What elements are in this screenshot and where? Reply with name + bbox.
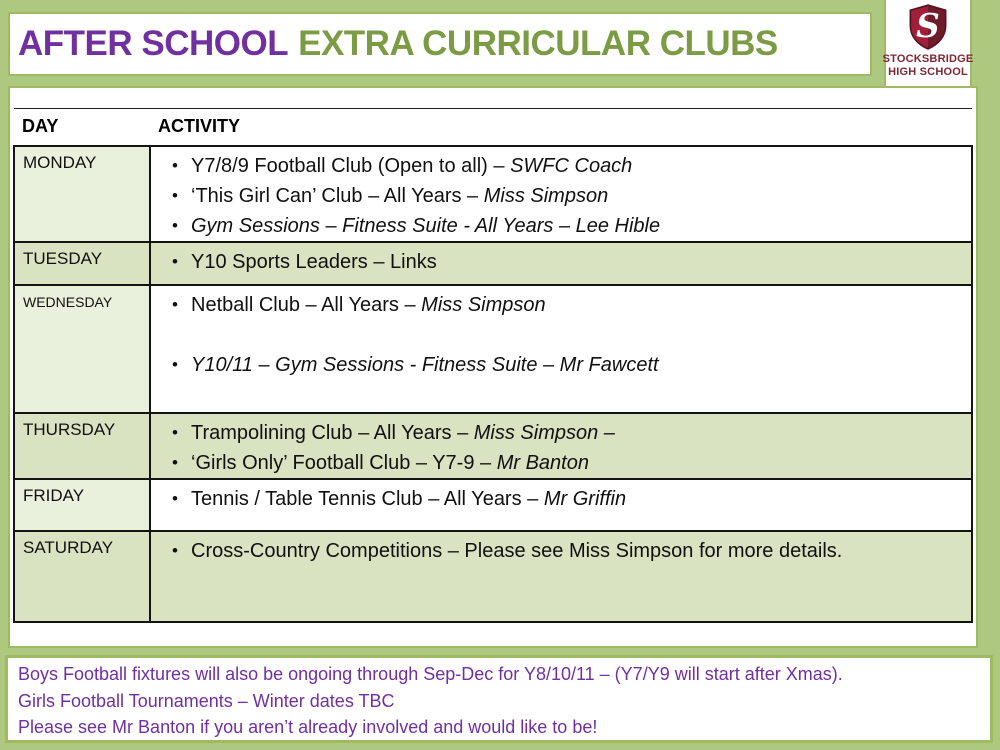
activity-cell: • Cross-Country Competitions – Please see…	[149, 529, 973, 623]
clubs-panel: DAY ACTIVITY MONDAY • Y7/8/9 Football Club…	[8, 86, 978, 648]
activity-item: • Y7/8/9 Football Club (Open to all) – SW…	[151, 151, 965, 181]
activity-item: • Tennis / Table Tennis Club – All Years …	[151, 484, 965, 514]
activity-text: Y10 Sports Leaders – Links	[191, 250, 437, 273]
day-cell: MONDAY	[13, 144, 151, 243]
activity-item: • Cross-Country Competitions – Please see…	[151, 536, 965, 566]
table-header-row: DAY ACTIVITY	[14, 108, 972, 146]
activity-item: • ‘This Girl Can’ Club – All Years – Miss…	[151, 181, 965, 211]
activity-cell: • Tennis / Table Tennis Club – All Years …	[149, 477, 973, 532]
page-title-part1: AFTER SCHOOL	[18, 24, 289, 63]
activity-cell: • Netball Club – All Years – Miss Simpson…	[149, 283, 973, 414]
activity-item: • Trampolining Club – All Years – Miss Si…	[151, 418, 965, 448]
activity-item: • Y10/11 – Gym Sessions - Fitness Suite –…	[151, 350, 965, 380]
bullet-icon: •	[172, 155, 178, 175]
activity-cell: • Y10 Sports Leaders – Links	[149, 240, 973, 286]
day-cell: FRIDAY	[13, 477, 151, 532]
activity-text: Netball Club – All Years – Miss Simpson	[191, 293, 546, 316]
school-logo: S STOCKSBRIDGE HIGH SCHOOL	[883, 0, 974, 92]
clubs-table: DAY ACTIVITY MONDAY • Y7/8/9 Football Club…	[13, 108, 973, 623]
bullet-icon: •	[172, 452, 178, 472]
footer-line: Please see Mr Banton if you aren’t alrea…	[18, 717, 598, 737]
table-row: TUESDAY • Y10 Sports Leaders – Links	[13, 240, 973, 286]
bullet-icon: •	[172, 185, 178, 205]
school-name-line1: STOCKSBRIDGE	[882, 53, 974, 65]
footer-line: Boys Football fixtures will also be ongo…	[18, 664, 843, 684]
day-cell: TUESDAY	[13, 240, 151, 286]
bullet-icon: •	[172, 540, 178, 560]
activity-text: ‘Girls Only’ Football Club – Y7-9 – Mr B…	[191, 451, 589, 474]
day-cell: THURSDAY	[13, 411, 151, 480]
shield-icon: S	[909, 4, 947, 50]
bullet-icon: •	[172, 294, 178, 314]
bullet-icon: •	[172, 354, 178, 374]
school-name: STOCKSBRIDGE HIGH SCHOOL	[883, 53, 974, 79]
activity-text: Y7/8/9 Football Club (Open to all) – SWF…	[191, 154, 633, 177]
day-cell: WEDNESDAY	[13, 283, 151, 414]
activity-text: ‘This Girl Can’ Club – All Years – Miss …	[191, 184, 609, 207]
activity-text: Y10/11 – Gym Sessions - Fitness Suite – …	[191, 353, 659, 376]
activity-cell: • Y7/8/9 Football Club (Open to all) – SW…	[149, 144, 973, 243]
shield-letter: S	[916, 6, 940, 45]
activity-text: Trampolining Club – All Years – Miss Sim…	[191, 421, 615, 444]
activity-item: • Netball Club – All Years – Miss Simpson	[151, 290, 965, 320]
table-row: THURSDAY • Trampolining Club – All Years –…	[13, 411, 973, 480]
column-header-day: DAY	[14, 108, 150, 146]
day-cell: SATURDAY	[13, 529, 151, 623]
activity-item: • Y10 Sports Leaders – Links	[151, 247, 965, 277]
activity-cell: • Trampolining Club – All Years – Miss Si…	[149, 411, 973, 480]
footer-line: Girls Football Tournaments – Winter date…	[18, 690, 395, 711]
bullet-icon: •	[172, 215, 178, 235]
activity-text: Tennis / Table Tennis Club – All Years –…	[191, 487, 627, 510]
table-row: WEDNESDAY • Netball Club – All Years – Mis…	[13, 283, 973, 414]
activity-item	[151, 320, 965, 350]
title-bar: AFTER SCHOOL EXTRA CURRICULAR CLUBS	[8, 12, 872, 76]
activity-text: Cross-Country Competitions – Please see …	[191, 539, 843, 562]
activity-text: Gym Sessions – Fitness Suite - All Years…	[191, 214, 661, 237]
table-row: MONDAY • Y7/8/9 Football Club (Open to all…	[13, 144, 973, 243]
activity-item: • Gym Sessions – Fitness Suite - All Year…	[151, 211, 965, 241]
column-header-activity: ACTIVITY	[150, 108, 972, 146]
bullet-icon: •	[172, 488, 178, 508]
bullet-icon: •	[172, 251, 178, 271]
footer-note: Boys Football fixtures will also be ongo…	[5, 655, 993, 743]
activity-item: • ‘Girls Only’ Football Club – Y7-9 – Mr …	[151, 448, 965, 478]
table-row: SATURDAY • Cross-Country Competitions – Pl…	[13, 529, 973, 623]
school-name-line2: HIGH SCHOOL	[888, 66, 968, 78]
table-row: FRIDAY • Tennis / Table Tennis Club – All …	[13, 477, 973, 532]
page-title-part2: EXTRA CURRICULAR CLUBS	[298, 24, 778, 63]
bullet-icon: •	[172, 422, 178, 442]
